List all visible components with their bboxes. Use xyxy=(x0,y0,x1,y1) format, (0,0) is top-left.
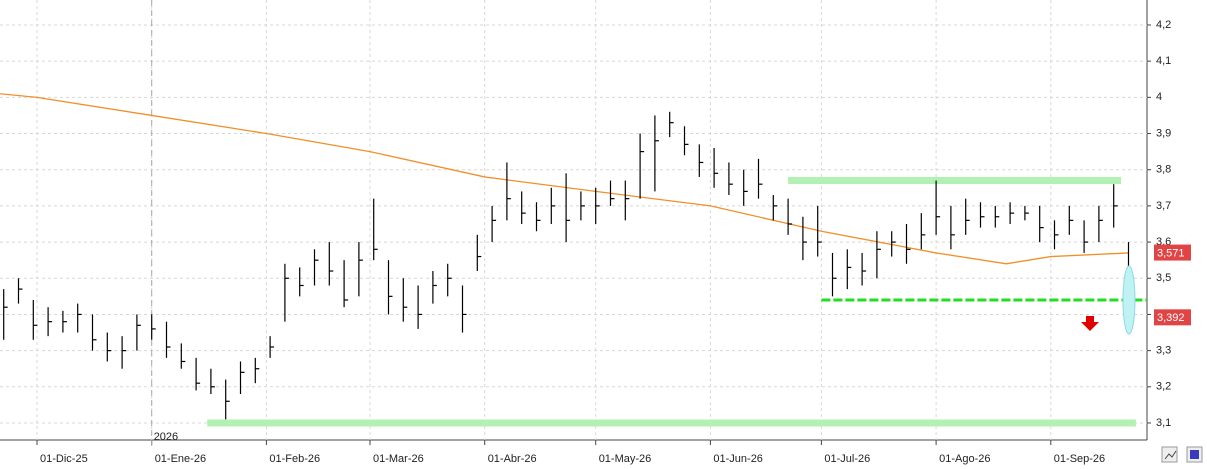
y-tick-label: 3,8 xyxy=(1156,164,1171,176)
y-tick-label: 4,2 xyxy=(1156,19,1171,31)
y-tick-label: 4 xyxy=(1156,91,1162,103)
x-tick-label: 01-Ago-26 xyxy=(939,453,990,465)
x-tick-label: 01-Ene-26 xyxy=(155,453,206,465)
icon xyxy=(1190,450,1199,459)
y-tick-label: 3,1 xyxy=(1156,417,1171,429)
price-tag-label: 3,571 xyxy=(1157,247,1185,259)
x-tick-label: 01-Jun-26 xyxy=(713,453,763,465)
x-tick-label: 01-May-26 xyxy=(599,453,652,465)
price-tag-label: 3,392 xyxy=(1157,312,1185,324)
x-tick-label: 01-Jul-26 xyxy=(824,453,870,465)
y-tick-label: 3,3 xyxy=(1156,345,1171,357)
y-tick-label: 4,1 xyxy=(1156,55,1171,67)
down-arrow xyxy=(1081,316,1099,331)
x-tick-label: 01-Sep-26 xyxy=(1054,453,1105,465)
year-label: 2026 xyxy=(154,431,178,443)
price-tag xyxy=(1154,244,1191,261)
y-tick-label: 3,5 xyxy=(1156,272,1171,284)
y-tick-label: 3,9 xyxy=(1156,127,1171,139)
x-tick-label: 01-Mar-26 xyxy=(373,453,424,465)
y-tick-label: 3,2 xyxy=(1156,381,1171,393)
x-tick-label: 01-Abr-26 xyxy=(488,453,537,465)
y-tick-label: 3,7 xyxy=(1156,200,1171,212)
icon xyxy=(1164,450,1177,460)
price-tag xyxy=(1154,309,1191,326)
x-tick-label: 01-Dic-25 xyxy=(40,453,88,465)
highlight-ellipse xyxy=(1122,265,1136,335)
x-tick-label: 01-Feb-26 xyxy=(269,453,320,465)
